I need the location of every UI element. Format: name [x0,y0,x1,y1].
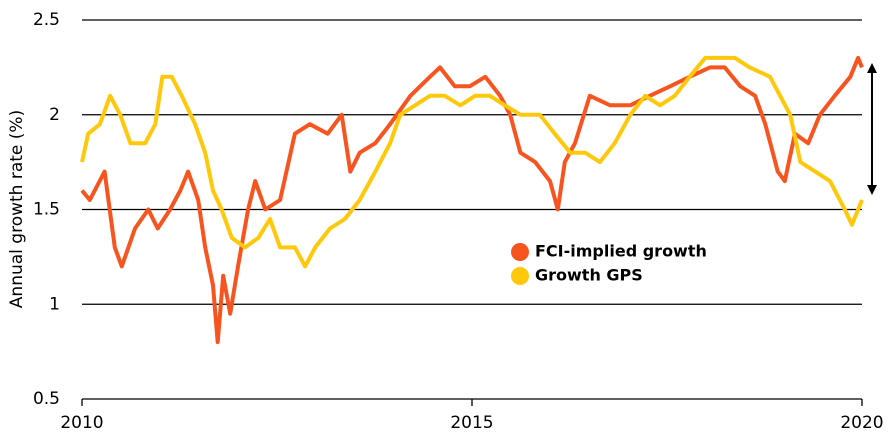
y-tick-label: 2.5 [33,10,60,30]
legend-label: FCI-implied growth [535,242,707,261]
series-line [80,55,864,269]
legend-label: Growth GPS [535,266,643,285]
x-tick-label: 2010 [60,413,103,433]
x-tick-label: 2015 [450,413,493,433]
y-axis-label: Annual growth rate (%) [7,110,27,308]
y-tick-label: 1.5 [33,200,60,220]
x-tick-label: 2020 [840,413,883,433]
series-line [80,55,864,345]
legend-swatch [511,267,529,285]
y-tick-label: 2 [49,105,60,125]
legend-swatch [511,243,529,261]
y-tick-label: 0.5 [33,389,60,409]
y-tick-label: 1 [49,294,60,314]
legend: FCI-implied growth Growth GPS [511,242,707,285]
